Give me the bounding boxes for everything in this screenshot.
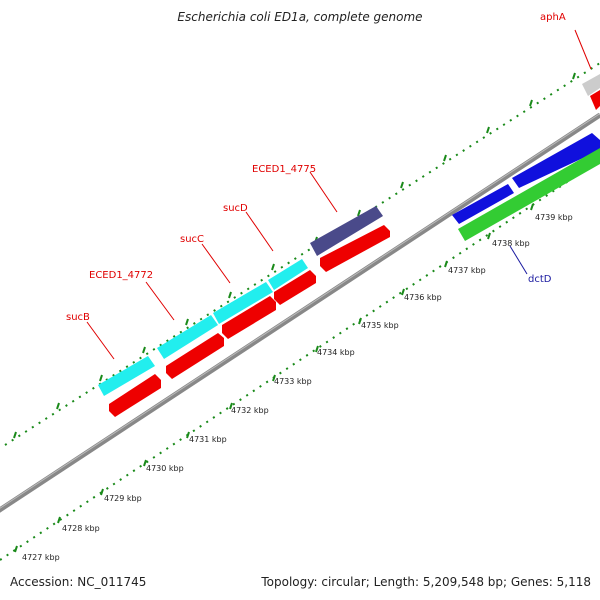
- scale-label-4735: 4735 kbp: [361, 321, 399, 330]
- gene-cds-aphA[interactable]: [590, 90, 600, 110]
- scale-label-4732: 4732 kbp: [231, 406, 269, 415]
- scale-label-4728: 4728 kbp: [62, 524, 100, 533]
- gene-cds-4[interactable]: [274, 270, 316, 305]
- gene-label-ECED1_4775[interactable]: ECED1_4775: [252, 164, 316, 175]
- gene-dctD[interactable]: [458, 148, 600, 241]
- scale-label-4739: 4739 kbp: [535, 213, 573, 222]
- inner-major-ticks: [14, 203, 534, 553]
- gene-grey[interactable]: [582, 74, 600, 96]
- gene-label-aphA[interactable]: aphA: [540, 12, 566, 23]
- scale-label-4727: 4727 kbp: [22, 553, 60, 562]
- gene-cds-1[interactable]: [109, 374, 161, 417]
- gene-row-cyan[interactable]: [98, 259, 308, 396]
- gene-cds-5[interactable]: [320, 225, 390, 272]
- gene-sucC[interactable]: [213, 282, 273, 324]
- gene-label-dctD[interactable]: dctD: [528, 274, 552, 285]
- scale-label-4737: 4737 kbp: [448, 266, 486, 275]
- gene-label-ECED1_4772[interactable]: ECED1_4772: [89, 270, 153, 281]
- gene-sucB[interactable]: [98, 356, 155, 396]
- accession-text: Accession: NC_011745: [10, 575, 147, 589]
- label-connectors: [86, 29, 592, 360]
- gene-label-sucB[interactable]: sucB: [66, 312, 90, 323]
- map-title: Escherichia coli ED1a, complete genome: [177, 10, 423, 24]
- scale-label-4736: 4736 kbp: [404, 293, 442, 302]
- scale-label-4734: 4734 kbp: [317, 348, 355, 357]
- scale-label-4738: 4738 kbp: [492, 239, 530, 248]
- scale-label-4729: 4729 kbp: [104, 494, 142, 503]
- scale-label-4730: 4730 kbp: [146, 464, 184, 473]
- inner-tick-ring: [0, 159, 600, 561]
- gene-cds-3[interactable]: [222, 296, 276, 339]
- gene-label-sucC[interactable]: sucC: [180, 234, 204, 245]
- gene-blue-2[interactable]: [512, 133, 600, 188]
- gene-label-sucD[interactable]: sucD: [223, 203, 248, 214]
- scale-label-4731: 4731 kbp: [189, 435, 227, 444]
- outer-tick-ring: [4, 62, 600, 446]
- gene-sucD[interactable]: [268, 259, 308, 290]
- gene-cds-2[interactable]: [166, 333, 224, 379]
- gene-row-blue[interactable]: [452, 133, 600, 224]
- cds-row[interactable]: [109, 90, 600, 417]
- gene-blue-1[interactable]: [452, 184, 514, 224]
- gene-ECED1_4772[interactable]: [157, 315, 218, 359]
- genome-summary-text: Topology: circular; Length: 5,209,548 bp…: [261, 575, 591, 589]
- gene-ECED1_4775[interactable]: [310, 206, 383, 256]
- scale-label-4733: 4733 kbp: [274, 377, 312, 386]
- scale-labels: 4727 kbp 4728 kbp 4729 kbp 4730 kbp 4731…: [22, 213, 573, 562]
- genome-backbone: [0, 112, 600, 513]
